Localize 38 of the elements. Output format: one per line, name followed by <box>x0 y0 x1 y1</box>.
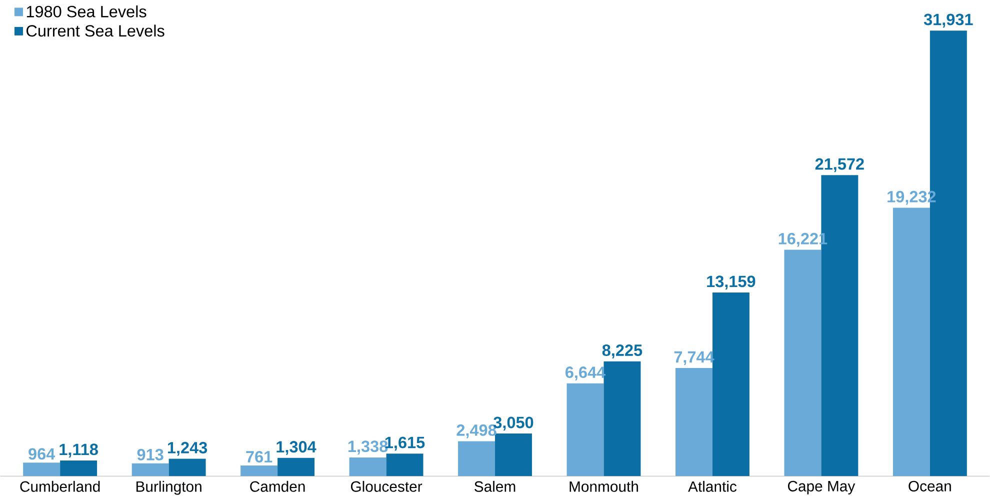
bar <box>168 458 206 476</box>
legend-label: 1980 Sea Levels <box>26 5 146 18</box>
data-label: 21,572 <box>815 158 864 172</box>
data-label: 913 <box>137 448 164 460</box>
bar <box>132 463 169 476</box>
bar <box>566 383 604 476</box>
data-label: 1,338 <box>348 440 388 454</box>
x-tick-label: Burlington <box>136 480 202 495</box>
bar <box>604 361 641 476</box>
x-tick-label: Salem <box>474 480 516 492</box>
bar <box>784 250 822 476</box>
data-label: 8,225 <box>602 344 642 358</box>
legend-label: Current Sea Levels <box>26 24 164 36</box>
data-label: 31,931 <box>924 14 973 28</box>
x-tick-label: Ocean <box>908 480 951 492</box>
bar <box>676 368 712 476</box>
x-tick-label: Gloucester <box>350 480 422 492</box>
bar <box>349 457 386 476</box>
data-label: 1,243 <box>168 442 208 456</box>
data-label: 1,118 <box>60 444 98 458</box>
bar <box>892 208 930 476</box>
bar <box>458 441 496 476</box>
bar <box>278 458 315 476</box>
x-tick-label: Atlantic <box>688 480 737 492</box>
bar <box>60 460 98 476</box>
x-tick-label: Cumberland <box>20 480 100 492</box>
x-tick-label: Cape May <box>788 480 856 494</box>
bar <box>23 462 60 476</box>
bar <box>386 453 424 476</box>
x-tick-label: Camden <box>250 480 305 492</box>
data-label: 1,615 <box>385 436 425 450</box>
data-label: 761 <box>246 450 272 462</box>
data-label: 1,304 <box>276 440 316 455</box>
data-label: 964 <box>28 448 56 460</box>
x-tick-label: Monmouth <box>570 480 638 492</box>
bar <box>495 433 532 476</box>
bar <box>240 465 278 476</box>
data-label: 13,159 <box>707 275 756 290</box>
